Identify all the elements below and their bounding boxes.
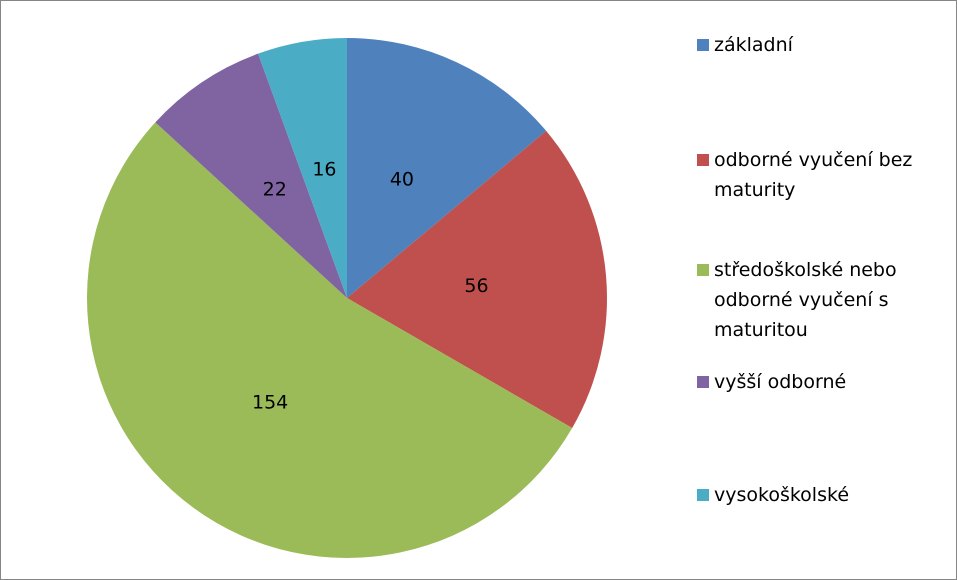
data-label: 56 (464, 275, 488, 297)
legend-label: středoškolské nebo odborné vyučení s mat… (714, 259, 897, 341)
legend-label: odborné vyučení bez maturity (714, 149, 913, 201)
pie-slice (258, 38, 347, 298)
legend-swatch (697, 264, 709, 276)
legend-item: vyšší odborné (697, 367, 954, 397)
pie-slice (347, 130, 607, 428)
legend-item: odborné vyučení bez maturity (697, 145, 954, 205)
legend-item: středoškolské nebo odborné vyučení s mat… (697, 255, 954, 345)
legend-swatch (697, 376, 709, 388)
legend-label: vyšší odborné (714, 371, 847, 393)
legend-swatch (697, 489, 709, 501)
legend-swatch (697, 154, 709, 166)
data-label: 16 (312, 158, 336, 180)
legend-label: vysokoškolské (714, 484, 850, 506)
legend-swatch (697, 39, 709, 51)
legend-item: základní (697, 30, 954, 60)
legend-item: vysokoškolské (697, 480, 954, 510)
pie-slice (155, 53, 347, 299)
pie-slice (347, 38, 547, 298)
data-label: 22 (263, 178, 287, 200)
pie-slice (87, 122, 573, 558)
data-label: 154 (252, 391, 288, 413)
data-label: 40 (390, 169, 414, 191)
legend-label: základní (714, 34, 793, 56)
